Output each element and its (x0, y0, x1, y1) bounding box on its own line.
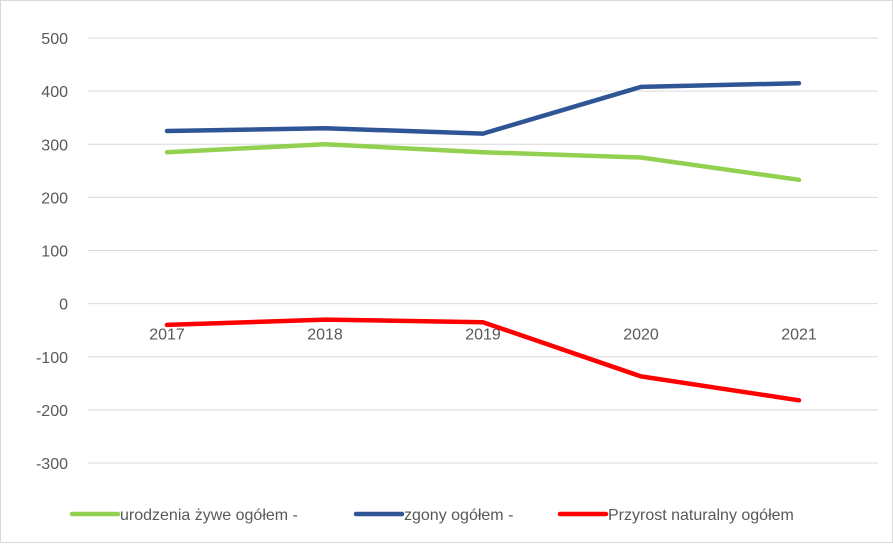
y-tick-label: 100 (41, 244, 68, 261)
x-tick-label: 2020 (623, 327, 659, 344)
y-tick-label: 300 (41, 137, 68, 154)
y-tick-label: -200 (36, 403, 68, 420)
y-tick-label: 200 (41, 190, 68, 207)
y-tick-label: -300 (36, 456, 68, 473)
y-tick-label: 0 (59, 297, 68, 314)
x-tick-label: 2021 (781, 327, 817, 344)
y-tick-label: 400 (41, 84, 68, 101)
legend-label: urodzenia żywe ogółem - (120, 507, 298, 524)
x-tick-label: 2017 (149, 327, 185, 344)
y-tick-label: 500 (41, 31, 68, 48)
y-axis-ticks: 500 400 300 200 100 0 -100 -200 -300 (36, 31, 68, 473)
x-tick-label: 2019 (465, 327, 501, 344)
x-tick-label: 2018 (307, 327, 343, 344)
legend-label: zgony ogółem - (404, 507, 513, 524)
legend-label: Przyrost naturalny ogółem (608, 507, 794, 524)
y-tick-label: -100 (36, 350, 68, 367)
legend: urodzenia żywe ogółem - zgony ogółem - Prz… (72, 507, 794, 524)
